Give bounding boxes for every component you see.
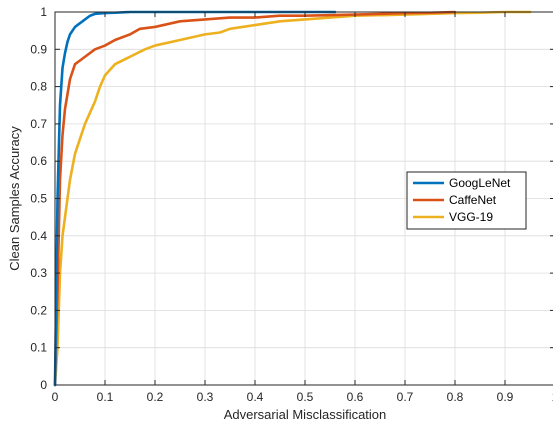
y-tick-label: 0.3 bbox=[30, 266, 47, 280]
series-line-vgg-19 bbox=[53, 10, 532, 387]
y-tick-label: 1 bbox=[40, 5, 47, 19]
y-tick-labels: 0 0.1 0.2 0.3 0.4 0.5 0.6 0.7 0.8 0.9 1 bbox=[30, 5, 47, 392]
y-tick-label: 0.2 bbox=[30, 303, 47, 317]
x-tick-label: 1 bbox=[552, 390, 553, 404]
legend-label: CaffeNet bbox=[449, 193, 497, 207]
y-tick-label: 0 bbox=[40, 378, 47, 392]
x-tick-label: 0.5 bbox=[297, 390, 314, 404]
x-tick-label: 0.7 bbox=[397, 390, 414, 404]
x-tick-label: 0.1 bbox=[97, 390, 114, 404]
legend: GoogLeNet CaffeNet VGG-19 bbox=[406, 171, 527, 230]
x-axis-label: Adversarial Misclassification bbox=[224, 407, 387, 422]
x-tick-label: 0.6 bbox=[347, 390, 364, 404]
y-tick-label: 0.1 bbox=[30, 341, 47, 355]
x-tick-label: 0.8 bbox=[447, 390, 464, 404]
legend-label: VGG-19 bbox=[449, 210, 493, 224]
x-tick-label: 0 bbox=[52, 390, 59, 404]
series-line-caffenet bbox=[53, 10, 457, 387]
x-tick-label: 0.2 bbox=[147, 390, 164, 404]
y-tick-label: 0.5 bbox=[30, 192, 47, 206]
x-tick-label: 0.3 bbox=[197, 390, 214, 404]
y-tick-label: 0.8 bbox=[30, 80, 47, 94]
y-tick-label: 0.7 bbox=[30, 117, 47, 131]
x-tick-label: 0.9 bbox=[497, 390, 514, 404]
x-tick-labels: 0 0.1 0.2 0.3 0.4 0.5 0.6 0.7 0.8 0.9 1 bbox=[52, 390, 553, 404]
y-tick-label: 0.9 bbox=[30, 42, 47, 56]
y-tick-label: 0.4 bbox=[30, 229, 47, 243]
x-tick-label: 0.4 bbox=[247, 390, 264, 404]
y-tick-label: 0.6 bbox=[30, 154, 47, 168]
y-axis-label: Clean Samples Accuracy bbox=[7, 126, 22, 271]
legend-label: GoogLeNet bbox=[449, 176, 511, 190]
